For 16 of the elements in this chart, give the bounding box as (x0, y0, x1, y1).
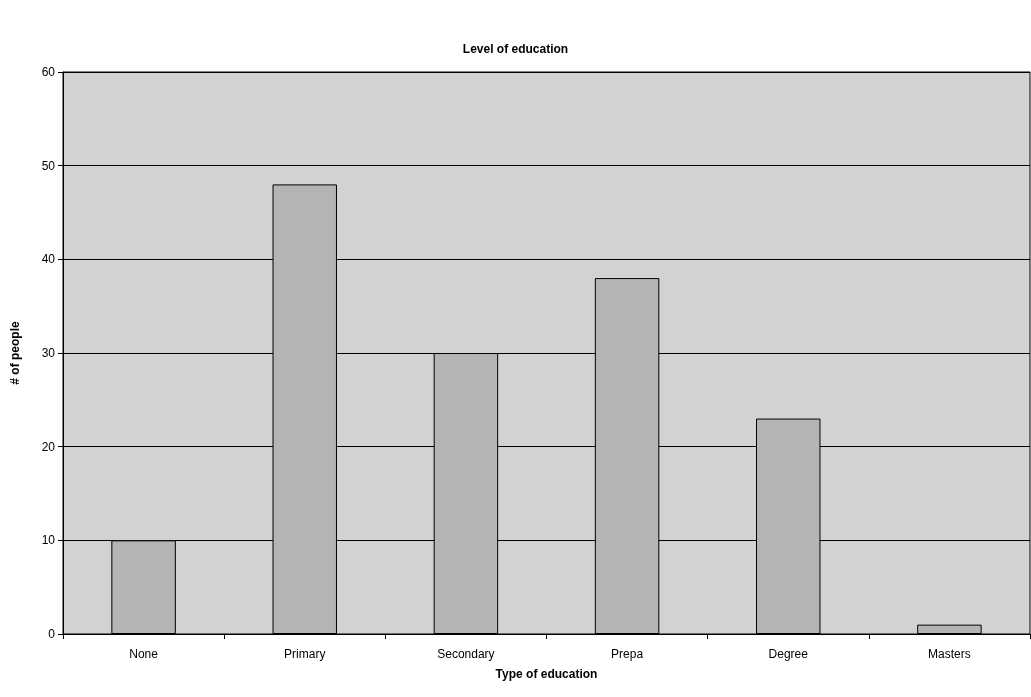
y-tick-label: 20 (41, 439, 56, 454)
y-tick-label: 60 (41, 65, 56, 79)
y-tick-label: 40 (41, 252, 56, 267)
x-tick-label: Primary (284, 647, 326, 661)
x-tick-label: Prepa (611, 647, 644, 661)
y-axis-title: # of people (8, 321, 22, 385)
x-tick-label: Secondary (437, 647, 495, 661)
y-tick-label: 0 (48, 627, 56, 641)
y-tick-label: 30 (41, 346, 56, 360)
y-tick-label: 10 (41, 533, 56, 548)
x-tick-label: None (129, 647, 159, 661)
x-tick-label: Degree (768, 647, 809, 661)
x-tick-label: Masters (928, 647, 971, 661)
chart-title: Level of education (462, 42, 569, 56)
y-tick-label: 50 (41, 158, 56, 173)
x-axis-title: Type of education (495, 667, 598, 681)
